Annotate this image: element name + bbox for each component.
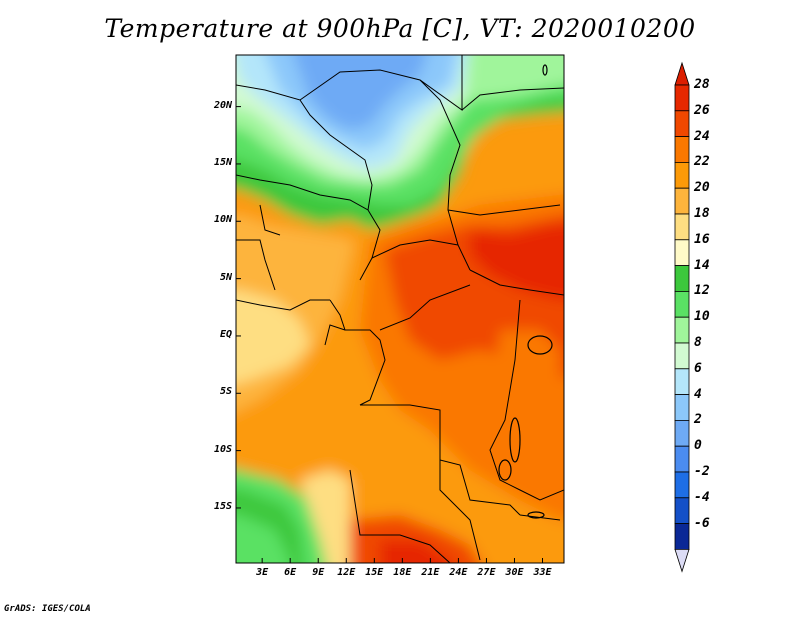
lon-label: 24E (449, 567, 468, 578)
lat-label: 15S (213, 500, 232, 512)
lon-label: 15E (365, 567, 384, 578)
colorbar-label: -4 (694, 489, 710, 505)
colorbar-label: 6 (694, 360, 702, 376)
lon-label: 3E (256, 567, 269, 578)
colorbar-swatch (674, 471, 690, 499)
colorbar-under-triangle (674, 549, 690, 573)
lon-label: 18E (393, 567, 412, 578)
colorbar-swatch (674, 136, 690, 163)
colorbar-label: 22 (694, 154, 710, 170)
colorbar-label: 18 (694, 206, 710, 221)
colorbar-label: 4 (694, 386, 702, 402)
country-borders (236, 55, 564, 563)
colorbar-swatch (674, 161, 690, 189)
lon-label: 21E (421, 567, 440, 578)
colorbar-swatch (674, 419, 690, 447)
lat-label: 20N (213, 99, 232, 111)
lon-label: 12E (337, 567, 356, 578)
map-title: Temperature at 900hPa [C], VT: 202001020… (104, 14, 696, 43)
colorbar-swatch (674, 497, 690, 524)
colorbar-swatch (674, 290, 690, 318)
lon-label: 27E (477, 567, 496, 578)
colorbar-label: 10 (694, 309, 710, 325)
colorbar-label: 8 (694, 335, 702, 350)
lat-label: 15N (213, 156, 232, 168)
colorbar-swatch (674, 368, 690, 395)
colorbar-over-triangle (674, 61, 690, 86)
colorbar-label: 2 (694, 412, 702, 428)
lon-label: 33E (533, 567, 552, 578)
lat-label: 10S (213, 443, 232, 455)
colorbar-label: -6 (694, 515, 710, 531)
lakes (498, 64, 553, 519)
colorbar-swatch (674, 316, 690, 344)
lat-label: 5S (219, 386, 232, 398)
colorbar-label: -2 (694, 464, 710, 479)
colorbar-label: 16 (694, 231, 710, 247)
colorbar-swatch (674, 187, 690, 215)
colorbar-swatch (674, 110, 690, 138)
lat-label: 10N (213, 214, 232, 226)
colorbar-label: 28 (694, 77, 710, 92)
axis-ticks (236, 106, 544, 563)
map-frame (235, 54, 565, 564)
colorbar-swatch (674, 342, 690, 370)
colorbar-swatch (674, 394, 690, 421)
colorbar-label: 26 (694, 102, 710, 118)
colorbar-label: 12 (694, 283, 710, 299)
colorbar-label: 14 (694, 257, 710, 273)
colorbar-label: 24 (694, 128, 710, 144)
colorbar-swatch (674, 213, 690, 241)
colorbar-swatch (674, 445, 690, 473)
colorbar-label: 20 (694, 180, 710, 196)
colorbar-swatch (674, 84, 690, 112)
lon-label: 30E (505, 567, 524, 578)
colorbar-swatch (674, 523, 690, 550)
colorbar-swatch (674, 239, 690, 267)
temperature-field (236, 55, 564, 563)
lat-label: EQ (219, 328, 232, 340)
colorbar-swatch (674, 265, 690, 292)
lon-label: 6E (284, 567, 297, 578)
colorbar-label: 0 (694, 438, 702, 454)
lon-label: 9E (312, 567, 325, 578)
colorbar (674, 61, 690, 573)
footer-credit: GrADS: IGES/COLA (4, 604, 91, 614)
lat-label: 5N (219, 271, 232, 283)
